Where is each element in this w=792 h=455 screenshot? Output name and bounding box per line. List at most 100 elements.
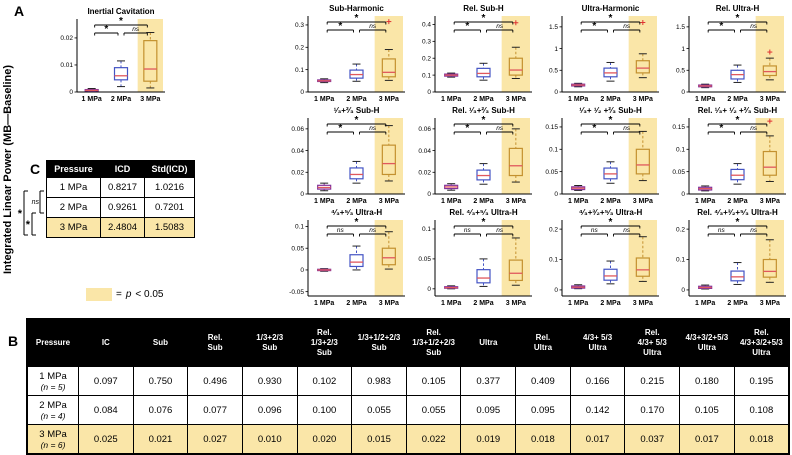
panel-c-cell: 3 MPa [46, 217, 101, 238]
svg-text:ns: ns [369, 23, 377, 30]
panel-c-cell: 0.9261 [100, 197, 145, 218]
svg-text:*: * [736, 115, 740, 126]
svg-text:0: 0 [427, 89, 431, 96]
svg-text:0.02: 0.02 [291, 169, 304, 176]
svg-text:0.06: 0.06 [418, 126, 431, 133]
svg-text:0: 0 [427, 286, 431, 293]
boxplot-canvas: ¹⁄₃+²⁄₃ Sub-H 0 0.02 0.04 0.06 1 MPa 2 MPa 3 MP… [291, 106, 405, 205]
svg-text:3 MPa: 3 MPa [506, 96, 526, 103]
panel-b-cell: 0.018 [733, 424, 790, 455]
svg-text:2 MPa: 2 MPa [727, 300, 747, 307]
panel-c-row-1mpa: 1 MPa 0.8217 1.0216 [46, 177, 195, 198]
svg-text:1 MPa: 1 MPa [695, 198, 715, 205]
significance-legend: = p < 0.05 [86, 288, 164, 301]
svg-text:0.1: 0.1 [549, 146, 558, 153]
boxplot-43-53-ultra-h: ⁴⁄₃+⁵⁄₃ Ultra-H -0.05 0 0.05 0.1 1 MPa 2 MPa 3 … [283, 207, 410, 307]
svg-text:2 MPa: 2 MPa [473, 96, 493, 103]
svg-text:Rel. Ultra-H: Rel. Ultra-H [716, 4, 760, 13]
svg-text:1.5: 1.5 [549, 24, 558, 31]
boxplot-canvas: Rel. ¹⁄₃+²⁄₃ Sub-H 0 0.02 0.04 0.06 1 MPa 2 MP… [418, 106, 532, 205]
svg-text:0: 0 [554, 287, 558, 294]
panel-b-header-12: 4/3+3/2+5/3 Ultra [679, 318, 735, 367]
svg-text:*: * [719, 123, 723, 134]
svg-text:0.2: 0.2 [295, 44, 304, 51]
svg-text:2 MPa: 2 MPa [346, 96, 366, 103]
svg-text:2 MPa: 2 MPa [600, 198, 620, 205]
panel-b-header-5: Rel. 1/3+2/3 Sub [296, 318, 353, 367]
legend-p-symbol: p [125, 289, 132, 300]
svg-text:0: 0 [554, 191, 558, 198]
svg-text:ns: ns [496, 227, 504, 234]
boxplot-rel-13-12-23-sub-h: Rel. ¹⁄₃+ ¹⁄₂ +²⁄₃ Sub-H 0 0.05 0.1 0.15 1 MP… [664, 105, 791, 205]
panel-b-cell: 0.195 [733, 366, 790, 396]
panel-b-table: Pressure IC Sub Rel. Sub 1/3+2/3 Sub Rel. 1/3… [26, 318, 790, 455]
svg-text:2 MPa: 2 MPa [600, 96, 620, 103]
svg-text:0.05: 0.05 [672, 169, 685, 176]
svg-text:3 MPa: 3 MPa [760, 300, 780, 307]
svg-text:ns: ns [496, 125, 504, 132]
panel-c-cell: 0.8217 [100, 177, 145, 198]
svg-text:1 MPa: 1 MPa [568, 300, 588, 307]
panel-b-header-row: Pressure IC Sub Rel. Sub 1/3+2/3 Sub Rel. 1/3… [26, 318, 790, 367]
svg-text:0.06: 0.06 [291, 126, 304, 133]
svg-text:0: 0 [300, 191, 304, 198]
svg-text:0: 0 [681, 287, 685, 294]
svg-text:3 MPa: 3 MPa [379, 96, 399, 103]
boxplot-canvas: Rel. ¹⁄₃+ ¹⁄₂ +²⁄₃ Sub-H 0 0.05 0.1 0.15 1 MP… [672, 106, 786, 205]
panel-b-cell: 0.108 [733, 395, 790, 425]
svg-text:0.5: 0.5 [676, 67, 685, 74]
svg-text:0.2: 0.2 [422, 55, 431, 62]
panel-b-cell: 0.095 [460, 395, 517, 425]
svg-text:2 MPa: 2 MPa [727, 198, 747, 205]
svg-text:ns: ns [337, 227, 345, 234]
panel-b-header-0: Pressure [26, 318, 79, 367]
boxplot-canvas: Inertial Cavitation 0 0.01 0.02 1 MPa 2 MPa 3 … [60, 7, 165, 103]
svg-text:ns: ns [496, 23, 504, 30]
svg-text:*: * [104, 24, 108, 35]
svg-text:Inertial Cavitation: Inertial Cavitation [87, 7, 154, 16]
svg-text:ns: ns [718, 227, 726, 234]
svg-text:0: 0 [69, 89, 73, 96]
boxplot-canvas: Ultra-Harmonic 0 0.5 1 1.5 1 MPa 2 MPa 3 MPa * * n… [549, 4, 659, 103]
panel-b-header-3: Rel. Sub [187, 318, 243, 367]
panel-c-cell: 2.4804 [100, 217, 145, 238]
panel-b-cell: 0.096 [241, 395, 298, 425]
panel-b-cell: 0.076 [132, 395, 189, 425]
svg-text:ns: ns [750, 125, 758, 132]
svg-text:0.1: 0.1 [295, 224, 304, 231]
svg-text:*: * [465, 21, 469, 32]
svg-text:2 MPa: 2 MPa [346, 300, 366, 307]
legend-swatch [86, 288, 112, 301]
svg-text:Rel. ¹⁄₃+²⁄₃ Sub-H: Rel. ¹⁄₃+²⁄₃ Sub-H [452, 106, 515, 115]
panel-b-cell: 0.055 [351, 395, 407, 425]
svg-text:0.02: 0.02 [60, 35, 73, 42]
svg-text:-0.05: -0.05 [289, 289, 304, 296]
panel-c-cell: 1.5083 [144, 217, 195, 238]
svg-text:Rel. ¹⁄₃+ ¹⁄₂ +²⁄₃ Sub-H: Rel. ¹⁄₃+ ¹⁄₂ +²⁄₃ Sub-H [698, 106, 778, 115]
svg-text:2 MPa: 2 MPa [346, 198, 366, 205]
svg-text:ns: ns [369, 125, 377, 132]
svg-text:3 MPa: 3 MPa [633, 300, 653, 307]
svg-text:¹⁄₃+²⁄₃ Sub-H: ¹⁄₃+²⁄₃ Sub-H [334, 106, 380, 115]
panel-b-cell: 0.020 [296, 424, 353, 455]
svg-text:¹⁄₃+ ¹⁄₂ +²⁄₃ Sub-H: ¹⁄₃+ ¹⁄₂ +²⁄₃ Sub-H [579, 106, 642, 115]
svg-text:1 MPa: 1 MPa [82, 96, 102, 103]
panel-c-row-2mpa: 2 MPa 0.9261 0.7201 [46, 197, 195, 218]
svg-text:*: * [355, 115, 359, 126]
panel-b-cell: 0.010 [241, 424, 298, 455]
svg-text:*: * [18, 208, 23, 220]
svg-text:ns: ns [32, 199, 40, 206]
svg-text:ns: ns [750, 23, 758, 30]
svg-text:0: 0 [554, 89, 558, 96]
svg-text:0.1: 0.1 [676, 146, 685, 153]
panel-b-cell: 0.097 [78, 366, 134, 396]
panel-c-cell: 0.7201 [144, 197, 195, 218]
svg-text:0.02: 0.02 [418, 169, 431, 176]
svg-text:3 MPa: 3 MPa [760, 198, 780, 205]
svg-text:2 MPa: 2 MPa [111, 96, 131, 103]
svg-text:*: * [719, 21, 723, 32]
panel-b-cell: 0.105 [405, 366, 462, 396]
panel-b-cell: 0.215 [624, 366, 681, 396]
svg-text:0.1: 0.1 [422, 72, 431, 79]
panel-b-row-3mpa: 3 MPa (n = 6) 0.025 0.021 0.027 0.010 0.020 0.0… [26, 424, 790, 455]
